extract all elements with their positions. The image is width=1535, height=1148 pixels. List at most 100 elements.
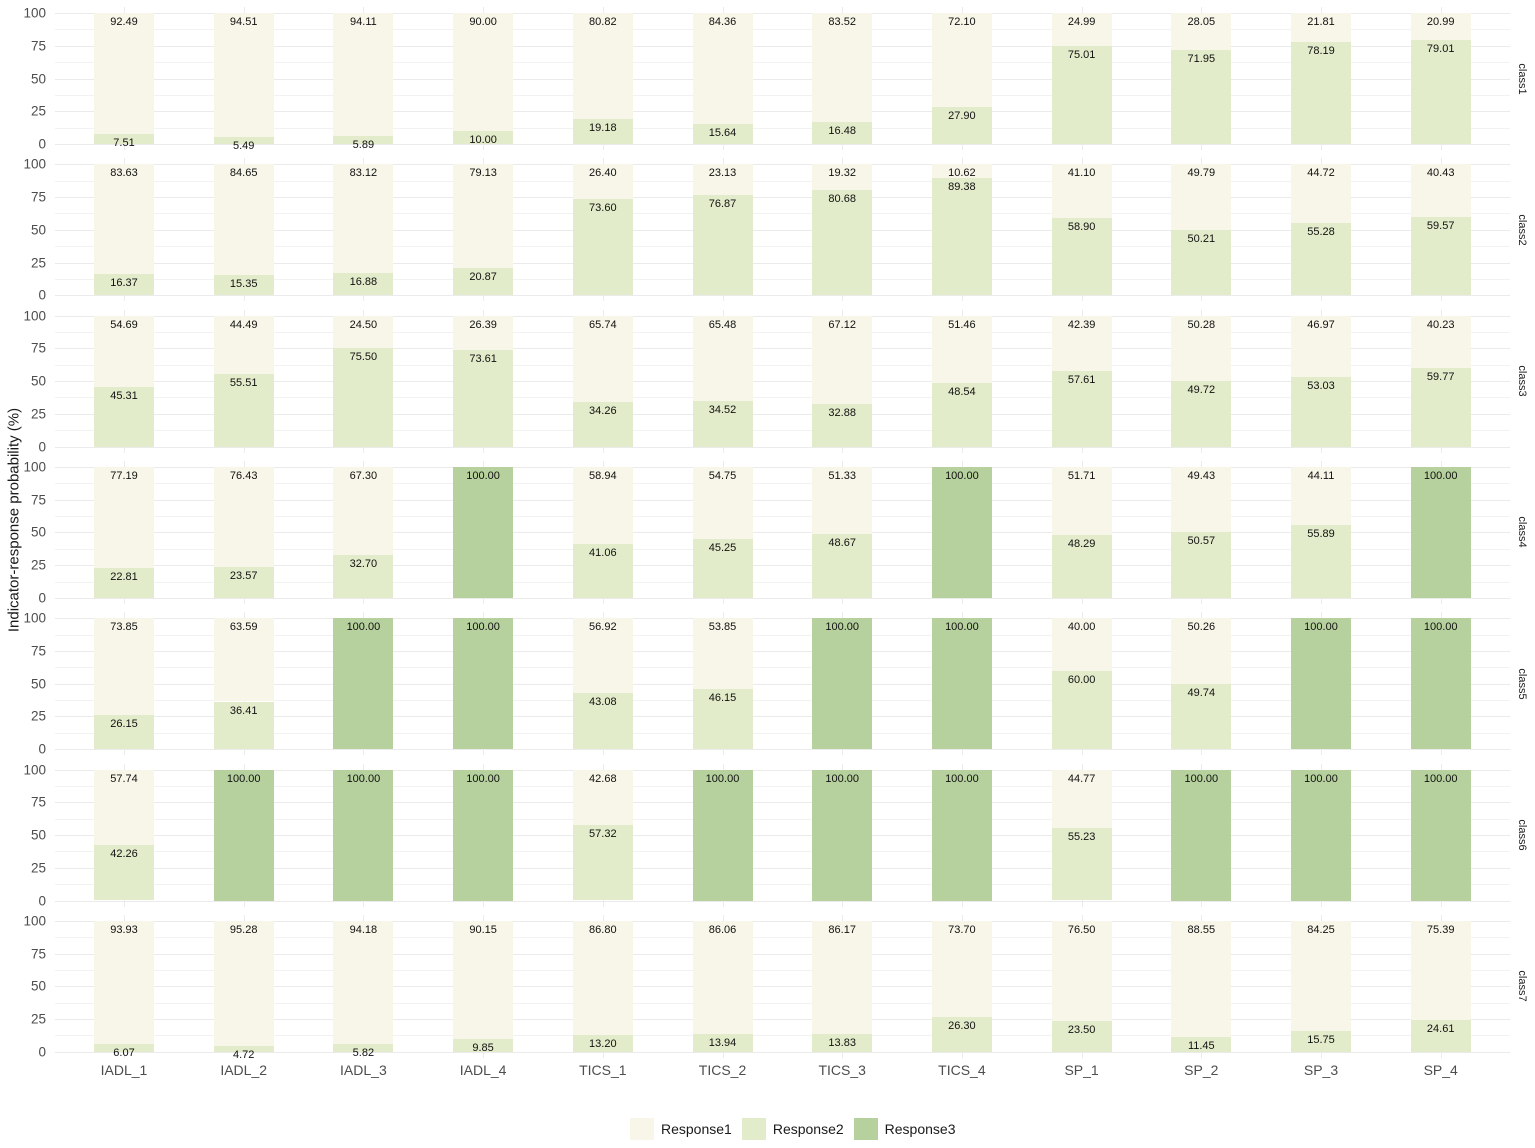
- gridline: [55, 381, 1510, 383]
- bar-value-label: 44.49: [229, 318, 258, 331]
- y-tick-label: 75: [30, 946, 46, 962]
- bar-value-label: 44.77: [1067, 772, 1096, 785]
- bar-value-label: 53.85: [708, 621, 737, 634]
- bar-value-label: 79.01: [1426, 43, 1455, 56]
- bar-segment-response2: [94, 568, 154, 598]
- bar-value-label: 65.48: [708, 318, 737, 331]
- bar-segment-response3: [1410, 618, 1471, 750]
- bar-value-label: 6.07: [113, 1046, 135, 1059]
- bar-segment-response1: [692, 466, 753, 539]
- bar-value-label: 13.20: [589, 1037, 617, 1050]
- gridline: [55, 867, 1510, 869]
- bar-value-label: 26.15: [110, 717, 138, 730]
- bar-segment-response3: [453, 618, 514, 750]
- bar-value-label: 50.28: [1187, 318, 1216, 331]
- bar-segment-response1: [94, 769, 154, 846]
- bar-value-label: 13.94: [708, 1036, 737, 1049]
- bar-segment-response2: [453, 350, 514, 447]
- bar-segment-response1: [94, 920, 154, 1044]
- bar-segment-response1: [1171, 315, 1232, 382]
- gridline: [55, 295, 1510, 297]
- bar-segment-response3: [1291, 769, 1351, 901]
- bar-value-label: 27.90: [948, 110, 976, 123]
- bar-value-label: 100.00: [1304, 772, 1338, 785]
- bar-segment-response2: [333, 136, 394, 144]
- bar-value-label: 32.88: [828, 406, 856, 419]
- gridline: [55, 548, 1510, 550]
- bar-segment-response1: [1051, 13, 1112, 46]
- bar-segment-response1: [1291, 466, 1351, 525]
- bar-value-label: 94.51: [229, 16, 258, 28]
- bar-segment-response2: [572, 198, 633, 296]
- bar-segment-response2: [1051, 218, 1112, 296]
- bar-segment-response1: [572, 466, 633, 545]
- bar-value-label: 88.55: [1187, 923, 1216, 936]
- bar-value-label: 75.39: [1426, 923, 1455, 936]
- bar-segment-response1: [692, 618, 753, 689]
- gridline: [55, 732, 1510, 734]
- bar-value-label: 100.00: [1423, 469, 1458, 482]
- bar-value-label: 15.35: [229, 278, 258, 291]
- gridline: [55, 650, 1510, 652]
- bar-segment-response2: [692, 538, 753, 598]
- y-tick-label: 25: [30, 708, 46, 724]
- gridline: [55, 581, 1510, 583]
- y-tick-label: 75: [30, 340, 46, 356]
- gridline: [55, 900, 1510, 902]
- bar-value-label: 100.00: [346, 772, 381, 785]
- gridline: [55, 565, 1510, 567]
- bar-segment-response1: [1051, 618, 1112, 671]
- bar-segment-response1: [1410, 920, 1471, 1020]
- bar-segment-response1: [1171, 618, 1232, 685]
- bar-segment-response2: [213, 1045, 274, 1052]
- bar-value-label: 86.17: [828, 923, 856, 936]
- y-tick-label: 75: [30, 189, 46, 205]
- bar-value-label: 55.89: [1307, 527, 1335, 540]
- bar-segment-response1: [213, 466, 274, 567]
- bar-value-label: 44.11: [1307, 469, 1335, 482]
- bar-value-label: 24.50: [349, 318, 378, 331]
- bar-segment-response1: [572, 618, 633, 693]
- bar-value-label: 77.19: [110, 469, 138, 482]
- bar-segment-response2: [1291, 1031, 1351, 1052]
- gridline: [55, 144, 1510, 145]
- bar-segment-response2: [572, 401, 633, 447]
- bar-value-label: 26.39: [469, 318, 497, 331]
- gridline: [55, 213, 1510, 215]
- bar-value-label: 41.10: [1067, 167, 1096, 180]
- x-tick-label: IADL_3: [340, 1062, 387, 1078]
- bar-value-label: 24.61: [1426, 1022, 1455, 1035]
- bar-value-label: 57.74: [110, 772, 138, 785]
- bar-segment-response3: [931, 618, 992, 750]
- bar-segment-response2: [1291, 41, 1351, 144]
- legend-label: Response3: [884, 1121, 956, 1137]
- y-tick-label: 75: [30, 794, 46, 810]
- bar-value-label: 23.50: [1067, 1024, 1096, 1036]
- bar-value-label: 84.36: [708, 16, 737, 28]
- y-tick-label: 50: [30, 71, 46, 86]
- bar-segment-response2: [1171, 49, 1232, 144]
- bar-value-label: 40.23: [1426, 318, 1455, 331]
- bar-segment-response2: [692, 123, 753, 144]
- bar-value-label: 73.85: [110, 621, 138, 634]
- y-tick-label: 50: [30, 676, 46, 692]
- facet-strip-label: class4: [1516, 516, 1528, 548]
- bar-value-label: 59.77: [1426, 371, 1455, 384]
- bar-value-label: 48.54: [948, 386, 976, 398]
- bar-segment-response2: [572, 544, 633, 598]
- bar-value-label: 45.25: [708, 541, 737, 554]
- bar-segment-response2: [94, 845, 154, 901]
- bar-value-label: 13.83: [828, 1036, 856, 1049]
- facet-strip-label: class1: [1516, 62, 1528, 95]
- bar-value-label: 55.28: [1307, 225, 1335, 238]
- gridline: [55, 315, 1510, 317]
- bar-value-label: 100.00: [466, 469, 500, 482]
- bar-segment-response2: [1171, 531, 1232, 598]
- bar-value-label: 15.75: [1307, 1034, 1335, 1047]
- bar-value-label: 20.87: [469, 270, 497, 283]
- y-tick-label: 25: [30, 860, 46, 876]
- bar-segment-response1: [812, 315, 873, 404]
- gridline: [55, 1035, 1510, 1037]
- gridline: [55, 818, 1510, 820]
- x-tick-label: IADL_4: [459, 1062, 507, 1078]
